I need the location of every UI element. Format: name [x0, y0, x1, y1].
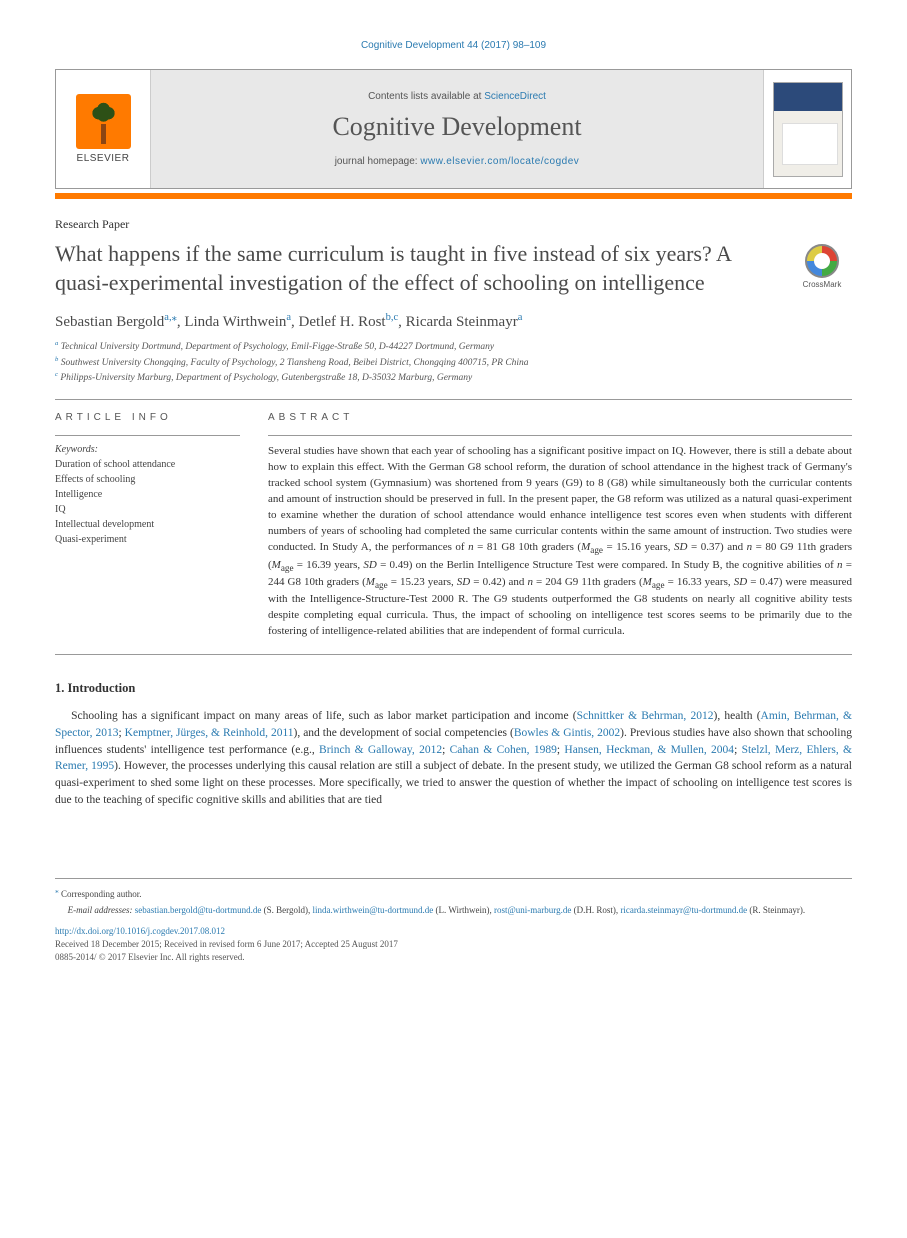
keyword: Intellectual development [55, 517, 240, 532]
journal-name: Cognitive Development [332, 112, 581, 142]
email-addresses-line: E-mail addresses: sebastian.bergold@tu-d… [55, 904, 852, 918]
crossmark-icon [805, 244, 839, 278]
elsevier-tree-icon [76, 94, 131, 149]
divider [55, 399, 852, 400]
affiliation: c Philipps-University Marburg, Departmen… [55, 370, 852, 385]
corr-text: Corresponding author. [61, 889, 142, 899]
affiliations-block: a Technical University Dortmund, Departm… [55, 339, 852, 385]
publisher-label: ELSEVIER [77, 153, 130, 164]
doi-link[interactable]: http://dx.doi.org/10.1016/j.cogdev.2017.… [55, 926, 225, 936]
keyword: Duration of school attendance [55, 457, 240, 472]
contents-prefix: Contents lists available at [368, 91, 484, 102]
issn-copyright: 0885-2014/ © 2017 Elsevier Inc. All righ… [55, 952, 245, 962]
author-email-link[interactable]: rost@uni-marburg.de [494, 905, 571, 915]
affiliation: a Technical University Dortmund, Departm… [55, 339, 852, 354]
keywords-label: Keywords: [55, 444, 240, 455]
cover-thumb-block [763, 70, 851, 188]
introduction-paragraph: Schooling has a significant impact on ma… [55, 708, 852, 808]
divider [55, 654, 852, 655]
article-title: What happens if the same curriculum is t… [55, 240, 780, 297]
doi-history-block: http://dx.doi.org/10.1016/j.cogdev.2017.… [55, 925, 852, 963]
article-type: Research Paper [55, 217, 852, 232]
abstract-text: Several studies have shown that each yea… [268, 444, 852, 640]
article-info-column: ARTICLE INFO Keywords: Duration of schoo… [55, 412, 240, 640]
keywords-list: Duration of school attendanceEffects of … [55, 457, 240, 547]
section-heading-introduction: 1. Introduction [55, 681, 852, 696]
footnotes-block: ⁎ Corresponding author. E-mail addresses… [55, 878, 852, 963]
crossmark-label: CrossMark [803, 280, 842, 289]
journal-homepage-line: journal homepage: www.elsevier.com/locat… [335, 156, 580, 167]
sciencedirect-link[interactable]: ScienceDirect [484, 91, 546, 102]
homepage-prefix: journal homepage: [335, 156, 421, 167]
abstract-column: ABSTRACT Several studies have shown that… [268, 412, 852, 640]
authors-line: Sebastian Bergolda,⁎, Linda Wirthweina, … [55, 311, 852, 331]
article-history: Received 18 December 2015; Received in r… [55, 939, 398, 949]
author-email-link[interactable]: linda.wirthwein@tu-dortmund.de [312, 905, 433, 915]
running-head: Cognitive Development 44 (2017) 98–109 [55, 40, 852, 51]
abstract-head: ABSTRACT [268, 412, 852, 423]
author-email-link[interactable]: sebastian.bergold@tu-dortmund.de [135, 905, 262, 915]
crossmark-badge[interactable]: CrossMark [792, 240, 852, 289]
keyword: Effects of schooling [55, 472, 240, 487]
accent-bar [55, 193, 852, 199]
keyword: IQ [55, 502, 240, 517]
article-info-head: ARTICLE INFO [55, 412, 240, 423]
journal-homepage-link[interactable]: www.elsevier.com/locate/cogdev [420, 156, 579, 167]
journal-masthead: ELSEVIER Contents lists available at Sci… [55, 69, 852, 189]
masthead-center: Contents lists available at ScienceDirec… [151, 70, 763, 188]
corresponding-author-note: ⁎ Corresponding author. [55, 885, 852, 902]
publisher-logo-block: ELSEVIER [56, 70, 151, 188]
keyword: Intelligence [55, 487, 240, 502]
keyword: Quasi-experiment [55, 532, 240, 547]
contents-lists-line: Contents lists available at ScienceDirec… [368, 91, 546, 102]
corr-marker: ⁎ [55, 886, 59, 895]
affiliation: b Southwest University Chongqing, Facult… [55, 355, 852, 370]
author-email-link[interactable]: ricarda.steinmayr@tu-dortmund.de [620, 905, 747, 915]
journal-cover-thumbnail [773, 82, 843, 177]
